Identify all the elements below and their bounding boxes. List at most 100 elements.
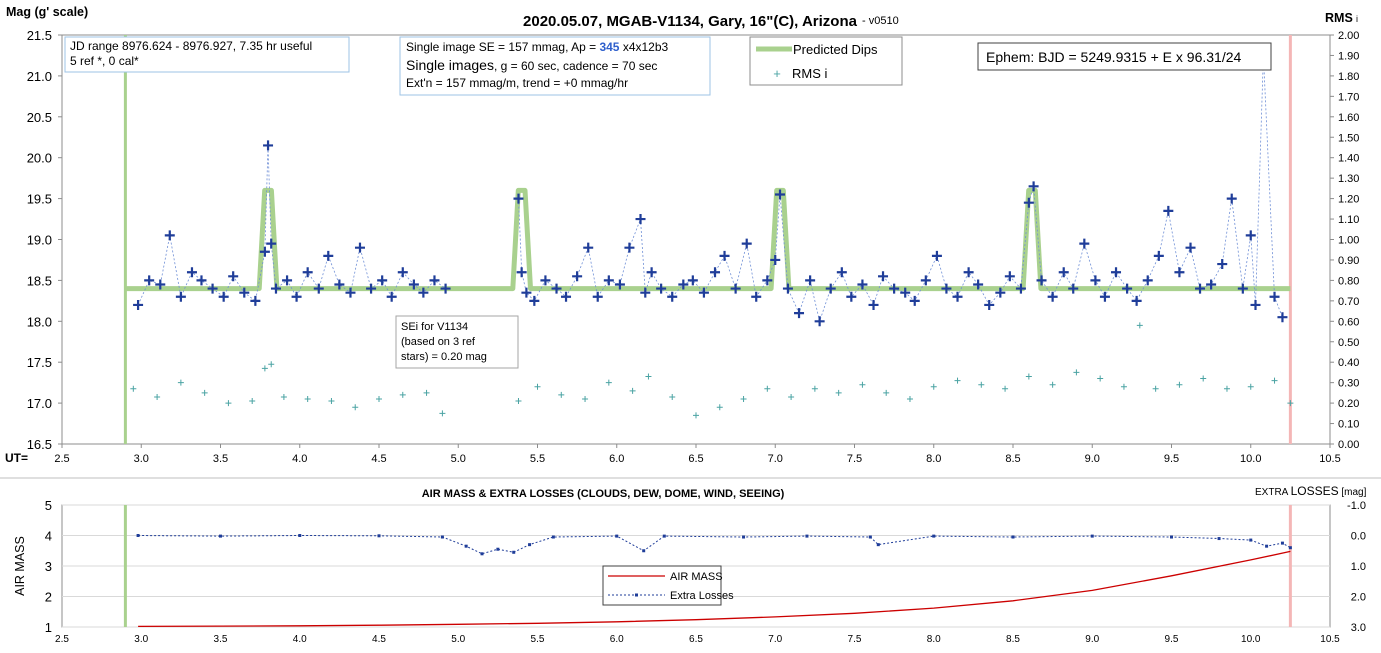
extra-losses-point <box>528 543 532 547</box>
bottom-right-label-pre: EXTRA <box>1255 487 1291 498</box>
mag-point <box>667 291 678 302</box>
se-line-1: Single image SE = 157 mmag, Ap = 345 x4x… <box>406 40 669 54</box>
mag-point <box>133 299 144 310</box>
se-line-1-ap: 345 <box>599 40 619 54</box>
predicted-dips-line <box>125 187 1291 292</box>
bottom-y-tick-label: 5 <box>45 498 52 513</box>
rms-point <box>859 381 866 388</box>
mag-point <box>687 275 698 286</box>
rms-point <box>582 396 589 403</box>
x-tick-label: 3.0 <box>134 453 149 465</box>
predicted-dips <box>125 187 1291 292</box>
mag-point <box>1226 193 1237 204</box>
x-tick-label: 9.0 <box>1085 453 1100 465</box>
x-tick-label: 2.5 <box>54 453 69 465</box>
rms-point <box>201 389 208 396</box>
mag-point <box>377 275 388 286</box>
mag-point <box>1079 238 1090 249</box>
mag-point <box>155 279 166 290</box>
mag-point <box>429 275 440 286</box>
bottom-y-left-label: AIR MASS <box>13 536 27 596</box>
bottom-x-tick-label: 3.0 <box>134 634 148 645</box>
mag-point <box>719 250 730 261</box>
mag-point <box>561 291 572 302</box>
extra-losses-point <box>1090 534 1094 538</box>
mag-point <box>516 267 527 278</box>
mag-point <box>440 283 451 294</box>
bottom-x-tick-label: 8.0 <box>927 634 941 645</box>
se-line-1-post: x4x12b3 <box>619 40 668 54</box>
y-tick-label: 20.5 <box>27 110 52 125</box>
rms-point <box>693 412 699 419</box>
extra-losses-point <box>298 534 302 537</box>
mag-point <box>386 291 397 302</box>
mag-point <box>857 279 868 290</box>
rms-point <box>249 398 256 405</box>
mag-point <box>794 308 805 319</box>
y2-tick-label: 0.50 <box>1338 337 1359 349</box>
extra-losses-point <box>742 535 746 539</box>
bottom-panel: AIR MASS & EXTRA LOSSES (CLOUDS, DEW, DO… <box>13 484 1367 645</box>
mag-point <box>250 295 261 306</box>
mag-point <box>751 291 762 302</box>
mag-point <box>1250 299 1261 310</box>
y-tick-label: 21.0 <box>27 69 52 84</box>
y2-tick-label: 0.70 <box>1338 296 1359 308</box>
mag-point <box>635 214 646 225</box>
legend-rms-swatch: + <box>773 66 781 81</box>
mag-point <box>836 267 847 278</box>
mag-point <box>239 287 250 298</box>
mag-point <box>805 275 816 286</box>
sei-line-3: stars) = 0.20 mag <box>401 351 487 363</box>
y2-tick-label: 0.60 <box>1338 316 1359 328</box>
bottom-y2-tick-label: 0.0 <box>1351 531 1366 543</box>
x-tick-label: 3.5 <box>213 453 228 465</box>
top-x-ticks: 2.5 3.0 3.5 4.0 4.5 5.0 5.5 6.0 6.5 7.0 7.5 8.0 8.5 9… <box>54 444 1341 465</box>
y2-tick-label: 1.20 <box>1338 194 1359 206</box>
se-info-frame <box>399 36 711 96</box>
rms-point <box>225 400 232 407</box>
se-line-2: Single images, g = 60 sec, cadence = 70 … <box>406 57 657 73</box>
mag-point <box>1142 275 1153 286</box>
mag-point <box>889 283 900 294</box>
se-line-3: Ext'n = 157 mmag/m, trend = +0 mmag/hr <box>406 76 628 90</box>
x-tick-label: 6.5 <box>688 453 703 465</box>
mag-point <box>973 279 984 290</box>
rms-point <box>1287 400 1294 407</box>
rms-point <box>835 389 842 396</box>
bottom-y2-tick-label: 2.0 <box>1351 592 1366 604</box>
se-line-1-pre: Single image SE = 157 mmag, Ap = <box>406 40 599 54</box>
rms-point <box>154 393 161 400</box>
mag-point <box>218 291 229 302</box>
se-line-2-pre: Single images <box>406 57 494 73</box>
mag-point <box>710 267 721 278</box>
mag-point <box>551 283 562 294</box>
x-tick-label: 4.0 <box>292 453 307 465</box>
jd-info-box: JD range 8976.624 - 8976.927, 7.35 hr us… <box>64 36 350 73</box>
bottom-y2-tick-label: 1.0 <box>1351 561 1366 573</box>
mag-point <box>878 271 889 282</box>
bottom-y2-tick-label: 3.0 <box>1351 622 1366 634</box>
mag-point <box>572 271 583 282</box>
rms-point <box>788 393 795 400</box>
se-line-2-post: , g = 60 sec, cadence = 70 sec <box>494 59 657 73</box>
y-tick-label: 16.5 <box>27 437 52 452</box>
rms-point <box>1136 322 1143 329</box>
bottom-legend: AIR MASS Extra Losses <box>602 565 734 606</box>
y2-tick-label: 0.40 <box>1338 357 1359 369</box>
jd-line-2: 5 ref *, 0 cal* <box>70 54 139 68</box>
mag-point <box>814 316 825 327</box>
mag-point <box>1015 283 1026 294</box>
mag-point <box>228 271 239 282</box>
mag-point <box>540 275 551 286</box>
extra-losses-point <box>868 535 872 539</box>
rms-point <box>716 404 723 411</box>
mag-point <box>1277 312 1288 323</box>
rms-point <box>1200 375 1207 382</box>
extra-losses-point <box>480 552 484 556</box>
extra-losses-point <box>1280 541 1284 545</box>
rms-point <box>130 385 137 392</box>
top-legend: Predicted Dips + RMS i <box>749 36 903 86</box>
sei-line-1: SEi for V1134 <box>401 321 468 333</box>
mag-point <box>1245 230 1256 241</box>
